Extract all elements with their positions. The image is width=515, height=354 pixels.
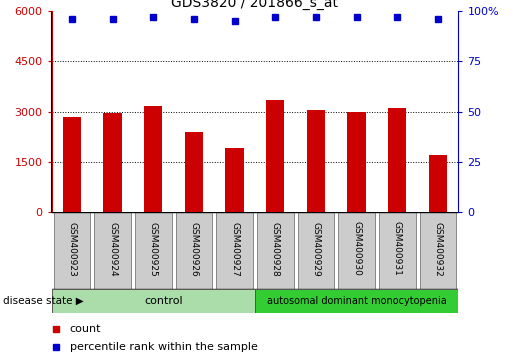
Bar [94, 212, 131, 289]
Bar [429, 155, 447, 212]
Text: GSM400929: GSM400929 [312, 222, 320, 276]
Bar [52, 289, 255, 313]
Bar [420, 212, 456, 289]
Bar [307, 110, 325, 212]
Text: GSM400927: GSM400927 [230, 222, 239, 276]
Text: percentile rank within the sample: percentile rank within the sample [70, 342, 258, 352]
Bar [54, 212, 90, 289]
Bar [104, 113, 122, 212]
Text: control: control [144, 296, 183, 306]
Text: GSM400931: GSM400931 [393, 222, 402, 276]
Text: autosomal dominant monocytopenia: autosomal dominant monocytopenia [267, 296, 447, 306]
Bar [255, 289, 458, 313]
Text: GSM400924: GSM400924 [108, 222, 117, 276]
Bar [226, 148, 244, 212]
Bar [266, 101, 284, 212]
Text: count: count [70, 324, 101, 334]
Title: GDS3820 / 201866_s_at: GDS3820 / 201866_s_at [171, 0, 338, 10]
Bar [348, 112, 366, 212]
Text: GSM400928: GSM400928 [271, 222, 280, 276]
Bar [388, 108, 406, 212]
Bar [379, 212, 416, 289]
Text: GSM400925: GSM400925 [149, 222, 158, 276]
Bar [298, 212, 334, 289]
Bar [176, 212, 212, 289]
Bar [135, 212, 171, 289]
Text: GSM400926: GSM400926 [190, 222, 198, 276]
Bar [257, 212, 294, 289]
Bar [144, 107, 162, 212]
Text: GSM400930: GSM400930 [352, 222, 361, 276]
Text: GSM400923: GSM400923 [67, 222, 76, 276]
Bar [338, 212, 375, 289]
Bar [216, 212, 253, 289]
Text: GSM400932: GSM400932 [434, 222, 442, 276]
Bar [185, 132, 203, 212]
Bar [63, 116, 81, 212]
Text: disease state ▶: disease state ▶ [3, 296, 83, 306]
